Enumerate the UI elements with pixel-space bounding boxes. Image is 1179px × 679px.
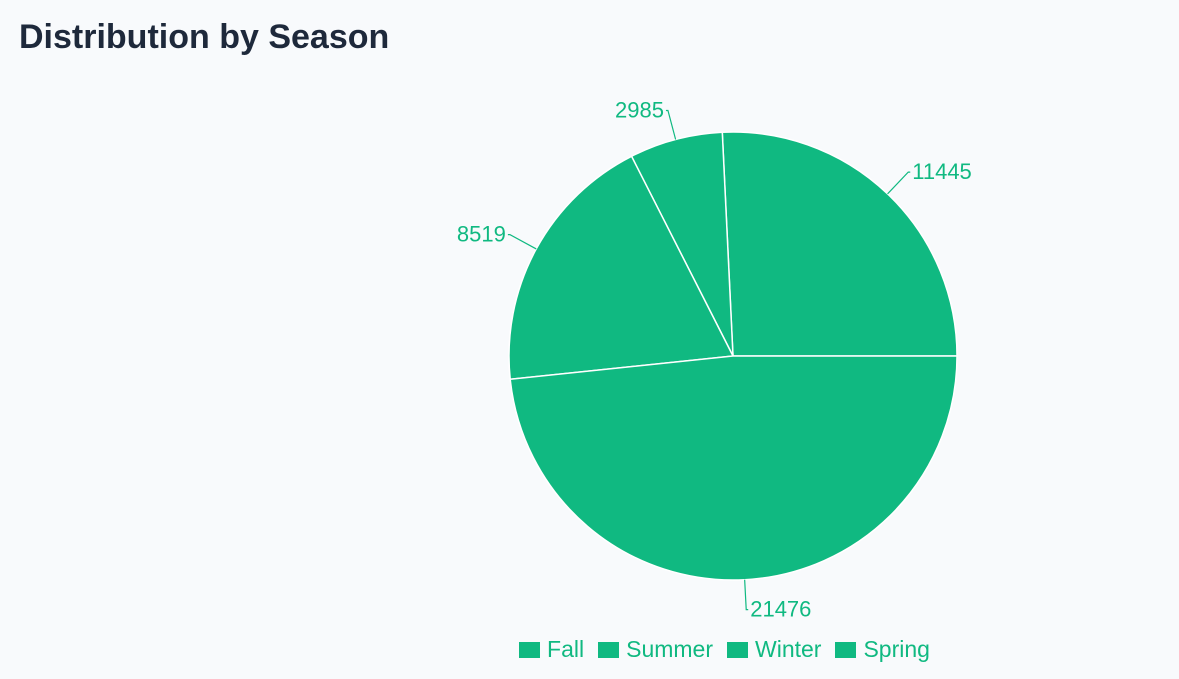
legend-label: Summer [626,636,714,662]
pie-slice-spring [509,355,958,581]
chart-legend: Fall Summer Winter Spring [0,636,1179,663]
chart-title: Distribution by Season [19,18,390,56]
legend-item-spring[interactable]: Spring [835,636,930,663]
legend-label: Spring [863,636,930,662]
legend-swatch [835,641,857,658]
legend-swatch [519,641,541,658]
data-label-summer: 2985 [615,97,664,122]
legend-swatch [727,641,749,658]
data-label-spring: 21476 [750,597,811,622]
pie-slice-winter [508,155,735,381]
legend-label: Winter [755,636,822,662]
legend-item-summer[interactable]: Summer [598,636,713,663]
data-label-winter: 8519 [457,222,506,247]
leader-line-summer [665,109,677,140]
legend-swatch [598,641,620,658]
legend-label: Fall [547,636,585,662]
data-label-fall: 11445 [912,159,972,184]
leader-line-spring [744,579,749,611]
legend-item-fall[interactable]: Fall [519,636,584,663]
pie-slices [508,131,958,581]
data-labels: 11445 2985 8519 21476 [457,97,972,621]
label-leader-lines [507,109,911,611]
leader-line-winter [507,234,537,250]
legend-item-winter[interactable]: Winter [727,636,821,663]
leader-line-fall [887,171,911,195]
